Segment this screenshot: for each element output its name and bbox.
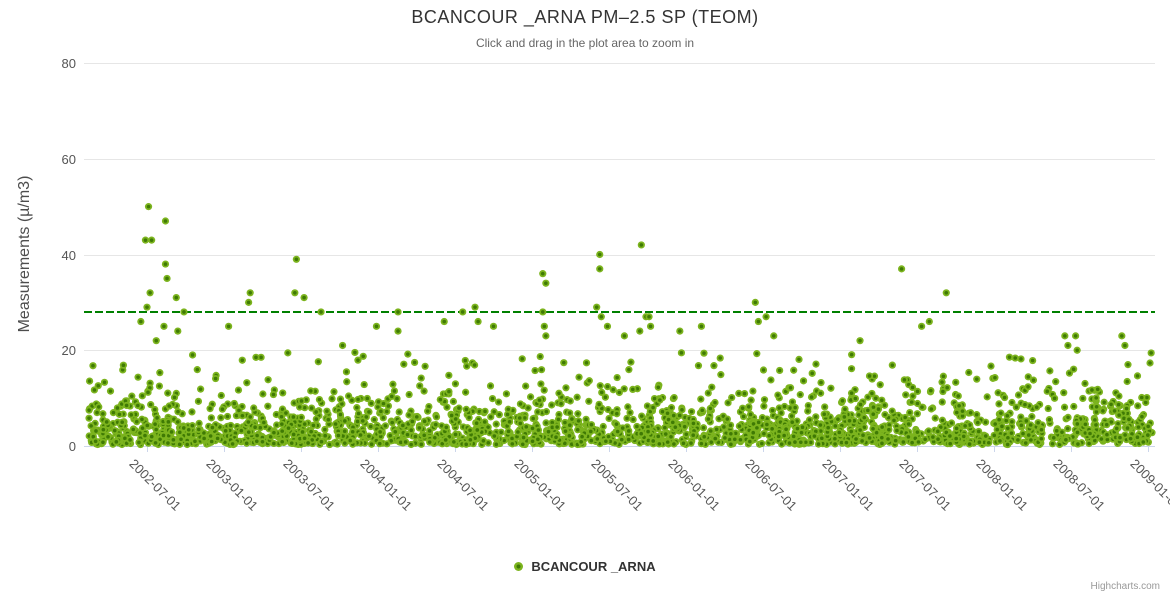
- legend: BCANCOUR _ARNA: [0, 559, 1170, 574]
- highcharts-credits-link[interactable]: Highcharts.com: [1090, 581, 1160, 592]
- legend-item-bcancour-arna[interactable]: BCANCOUR _ARNA: [514, 559, 656, 574]
- series-marker-icon: [514, 562, 524, 571]
- legend-label: BCANCOUR _ARNA: [531, 559, 656, 574]
